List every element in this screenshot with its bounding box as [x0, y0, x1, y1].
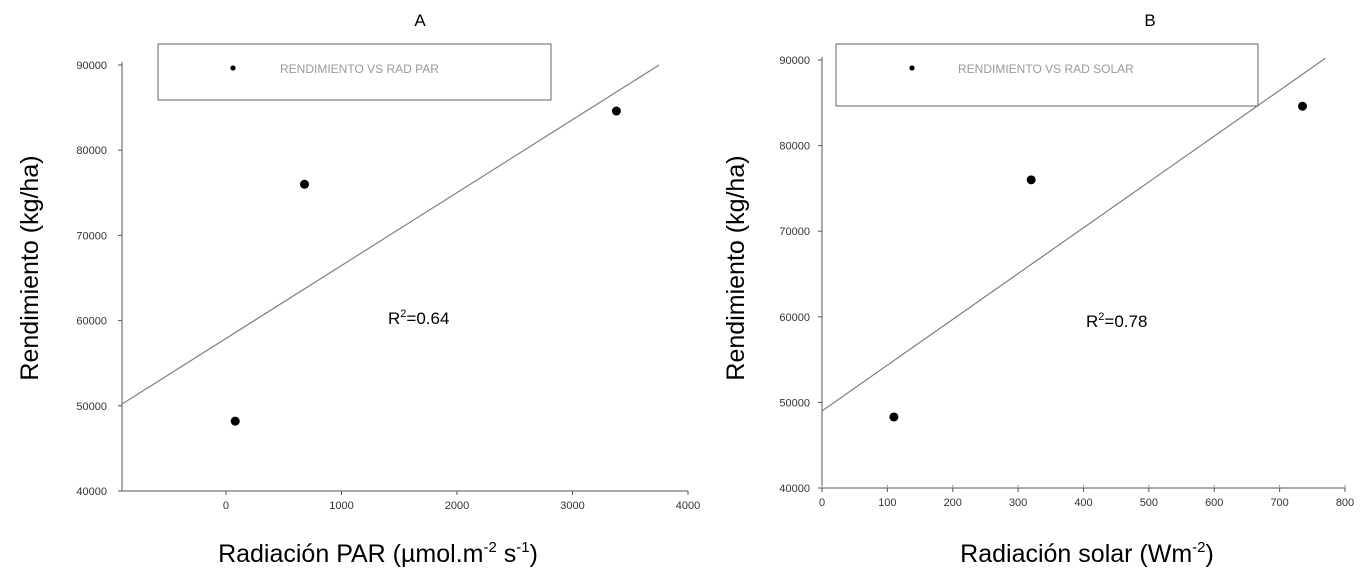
panel-b-legend-label: RENDIMIENTO VS RAD SOLAR	[958, 62, 1134, 76]
panel-a-x-axis-title: Radiación PAR (µmol.m-2 s-1)	[218, 539, 538, 568]
panel-a-xtick-label: 2000	[445, 500, 469, 512]
panel-b-ytick-label: 70000	[779, 226, 810, 238]
panel-b-ytick-label: 90000	[779, 55, 810, 67]
panel-b-xtick-label: 200	[944, 497, 962, 509]
panel-a-legend-label: RENDIMIENTO VS RAD PAR	[280, 62, 439, 76]
panel-a-trendline	[121, 64, 660, 405]
panel-b: B 40000 50000 60000 70000 80000 90000 0 100 200 30…	[722, 11, 1354, 568]
panel-a-ytick-label: 60000	[76, 316, 107, 328]
panel-b-xtick-label: 800	[1336, 497, 1354, 509]
panel-b-title: B	[1144, 11, 1155, 30]
panel-a-ytick-label: 40000	[76, 486, 107, 498]
panel-b-xtick-label: 700	[1270, 497, 1288, 509]
panel-b-xtick-label: 400	[1074, 497, 1092, 509]
panel-a-legend	[157, 43, 552, 101]
panel-b-legend	[835, 43, 1259, 107]
panel-b-ytick-label: 60000	[779, 312, 810, 324]
panel-b-y-axis-title: Rendimiento (kg/ha)	[722, 155, 750, 380]
panel-a-ytick-label: 50000	[76, 401, 107, 413]
panel-b-data-point	[1026, 175, 1036, 185]
panel-b-r2-annotation: R2=0.78	[1086, 311, 1147, 331]
panel-b-trendline	[821, 57, 1326, 412]
panel-a-legend-marker	[230, 65, 236, 71]
panel-a-xtick-label: 1000	[329, 500, 353, 512]
panel-a-y-axis-title: Rendimiento (kg/ha)	[16, 155, 44, 380]
panel-a-data-point	[611, 106, 621, 116]
panel-a-data-point	[230, 416, 240, 426]
panel-a-title: A	[414, 11, 426, 30]
panel-b-xtick-label: 500	[1140, 497, 1158, 509]
panel-b-xtick-label: 0	[819, 497, 825, 509]
panel-b-ytick-label: 80000	[779, 141, 810, 153]
panel-a-ytick-label: 80000	[76, 145, 107, 157]
panel-a-r2-annotation: R2=0.64	[388, 308, 449, 328]
panel-a-xtick-label: 4000	[676, 500, 700, 512]
panel-b-legend-marker	[909, 65, 915, 71]
panel-a-xtick-label: 3000	[560, 500, 584, 512]
panel-b-data-point	[889, 412, 899, 422]
panel-a-data-point	[300, 179, 310, 189]
panel-a-xtick-label: 0	[223, 500, 229, 512]
panel-b-xtick-label: 100	[878, 497, 896, 509]
panel-b-data-point	[1298, 101, 1308, 111]
panel-a-ytick-label: 70000	[76, 230, 107, 242]
panel-b-xtick-label: 300	[1009, 497, 1027, 509]
panel-b-ytick-label: 50000	[779, 397, 810, 409]
panel-b-xtick-label: 600	[1205, 497, 1223, 509]
panel-b-x-axis-title: Radiación solar (Wm-2)	[960, 539, 1214, 568]
panel-a: A 40000 50000 60000 70000 80000 90000 0 1000 2000…	[16, 11, 700, 568]
panel-a-ytick-label: 90000	[76, 60, 107, 72]
panel-b-ytick-label: 40000	[779, 483, 810, 495]
